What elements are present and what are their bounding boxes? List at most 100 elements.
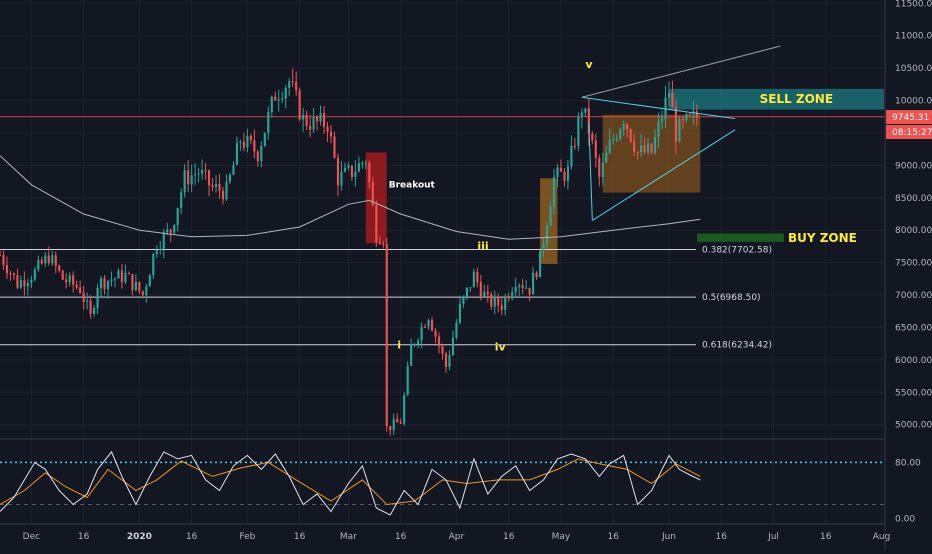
price-tick-label: 11500.00 [895, 0, 932, 9]
candle-body [141, 291, 144, 296]
price-tick-label: 5500.00 [895, 388, 932, 398]
candle-body [201, 170, 204, 174]
time-tick-label: 16 [608, 532, 620, 542]
wave-iv-label: iv [495, 341, 507, 354]
candle-body [511, 291, 514, 299]
candle-body [242, 141, 245, 148]
candle-body [281, 98, 284, 100]
candle-body [556, 167, 559, 178]
candle-body [239, 141, 242, 143]
price-tick-label: 10000.00 [895, 97, 932, 107]
time-tick-label: Jul [767, 532, 779, 542]
candle-body [322, 113, 326, 127]
price-tick-label: 8500.00 [895, 194, 932, 204]
candle-body [340, 171, 343, 186]
candle-body [159, 248, 162, 251]
candle-body [187, 170, 190, 185]
candle-body [542, 243, 545, 251]
candle-body [469, 287, 472, 289]
time-tick-label: May [552, 532, 571, 542]
upper-channel-line [581, 45, 781, 98]
candle-body [326, 126, 329, 132]
candle-body [688, 114, 691, 116]
candle-body [462, 296, 465, 304]
candle-body [396, 419, 399, 423]
candle-body [350, 165, 353, 178]
candle-body [183, 170, 186, 193]
sell-zone-label: SELL ZONE [760, 92, 833, 106]
candle-body [79, 287, 82, 293]
candle-body [448, 355, 451, 367]
time-tick-label: 16 [78, 532, 90, 542]
candle-body [615, 138, 618, 140]
candle-body [103, 278, 106, 290]
candle-body [89, 300, 92, 315]
candle-body [33, 269, 36, 280]
candle-body [535, 272, 538, 278]
candle-body [291, 81, 294, 83]
candle-body [417, 340, 420, 345]
candle-body [120, 270, 124, 283]
candle-body [406, 365, 409, 396]
osc-k-line [0, 450, 701, 516]
candle-body [538, 250, 542, 278]
candle-body [72, 275, 75, 285]
candle-body [9, 273, 12, 275]
candle-body [472, 271, 475, 288]
candle-body [173, 224, 176, 233]
candle-body [643, 145, 646, 153]
candle-body [504, 296, 507, 310]
candle-body [532, 272, 535, 295]
candle-body [664, 97, 667, 119]
candle-body [127, 272, 130, 275]
candle-body [455, 322, 458, 338]
candle-body [246, 135, 249, 148]
drawings [0, 45, 781, 240]
candle-body [65, 279, 68, 283]
candle-body [636, 152, 639, 154]
candle-body [695, 111, 698, 118]
price-tick-label: 8000.00 [895, 226, 932, 236]
candle-body [640, 145, 643, 153]
candle-body [277, 99, 280, 101]
candle-body [678, 119, 681, 142]
time-tick-label: 16 [503, 532, 515, 542]
candle-body [106, 280, 110, 290]
candle-body [525, 287, 528, 289]
candle-body [563, 171, 566, 181]
candle-body [270, 96, 273, 113]
candle-body [458, 303, 462, 323]
candle-body [221, 190, 225, 200]
candle-body [249, 135, 252, 141]
candle-body [99, 278, 103, 289]
candle-body [253, 140, 256, 152]
wave-iii-label: iii [477, 240, 488, 253]
candle-body [263, 132, 266, 147]
candle-body [113, 278, 117, 280]
candle-body [573, 145, 576, 147]
osc-d-line [0, 458, 701, 506]
candle-body [650, 143, 653, 153]
triangle-upper-line [581, 96, 736, 120]
candle-body [295, 81, 298, 91]
candle-body [16, 275, 19, 288]
candle-body [580, 112, 583, 117]
candle-body [180, 192, 183, 208]
candle-body [685, 114, 688, 121]
candle-body [86, 300, 89, 302]
time-tick-label: 16 [716, 532, 728, 542]
price-tick-label: 6000.00 [895, 356, 932, 366]
price-tick-label: 5000.00 [895, 421, 932, 431]
candle-body [368, 162, 371, 183]
candle-body [232, 164, 235, 175]
candle-body [612, 139, 615, 141]
candle-body [336, 157, 340, 186]
candle-body [476, 271, 479, 283]
candle-body [674, 107, 678, 142]
oscillator-pane [0, 450, 885, 516]
candle-body [197, 173, 200, 175]
candle-body [145, 286, 148, 296]
